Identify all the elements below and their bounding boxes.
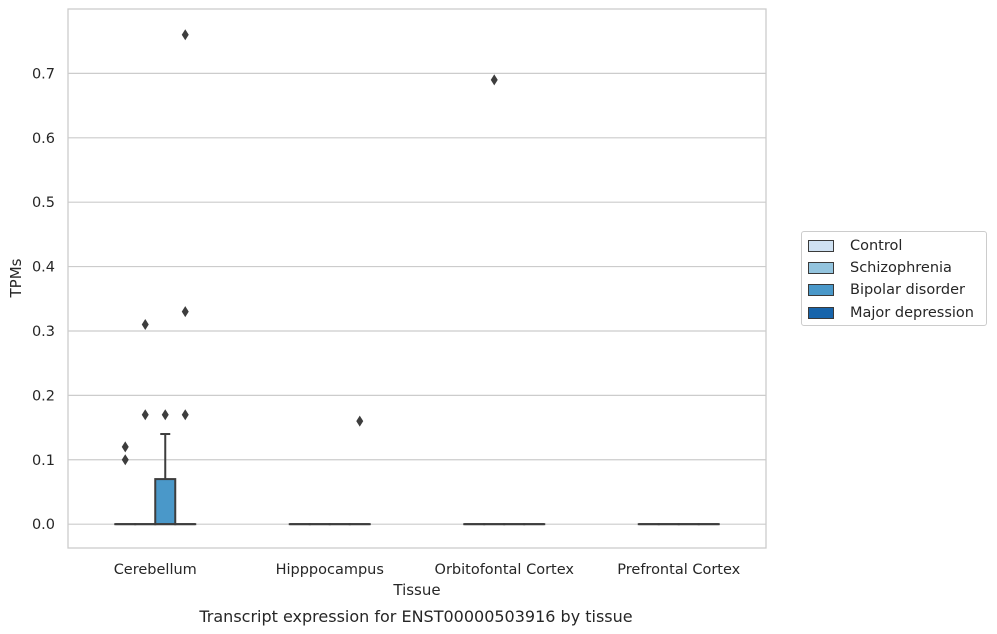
legend-item-bipolar-disorder: Bipolar disorder <box>808 281 965 299</box>
outliers <box>121 29 498 466</box>
x-axis-label: Tissue <box>392 581 440 599</box>
legend-swatch-bipolar-disorder <box>808 284 834 296</box>
legend-label-schizophrenia: Schizophrenia <box>850 260 952 276</box>
x-tick-label: Prefrontal Cortex <box>617 562 740 578</box>
y-tick-label: 0.4 <box>32 260 55 276</box>
outlier-point <box>490 74 498 86</box>
y-tick-label: 0.7 <box>32 66 55 82</box>
outlier-point <box>181 29 189 41</box>
y-tick-label: 0.0 <box>32 517 55 533</box>
legend: Control Schizophrenia Bipolar disorder M… <box>801 231 987 326</box>
outlier-point <box>356 415 364 427</box>
x-tick-label: Cerebellum <box>114 562 197 578</box>
y-tick-label: 0.3 <box>32 324 55 340</box>
chart-caption: Transcript expression for ENST0000050391… <box>199 607 633 626</box>
outlier-point <box>141 409 149 421</box>
y-tick-label: 0.1 <box>32 453 55 469</box>
legend-item-schizophrenia: Schizophrenia <box>808 259 952 277</box>
y-tick-label: 0.2 <box>32 388 55 404</box>
y-axis-label: TPMs <box>7 258 25 298</box>
outlier-point <box>181 306 189 318</box>
boxes <box>114 433 720 526</box>
box-body <box>154 478 177 526</box>
y-tick-labels: 0.0 0.1 0.2 0.3 0.4 0.5 0.6 0.7 <box>32 66 55 533</box>
plot-area-frame <box>67 8 767 549</box>
x-tick-labels: Cerebellum Hipppocampus Orbitofontal Corte… <box>114 562 741 578</box>
legend-swatch-major-depression <box>808 307 834 319</box>
legend-label-bipolar-disorder: Bipolar disorder <box>850 282 965 298</box>
legend-swatch-schizophrenia <box>808 262 834 274</box>
y-tick-label: 0.5 <box>32 195 55 211</box>
legend-label-major-depression: Major depression <box>850 305 974 321</box>
outlier-point <box>141 319 149 331</box>
legend-label-control: Control <box>850 238 903 254</box>
y-tick-label: 0.6 <box>32 131 55 147</box>
gridlines <box>68 72 766 525</box>
legend-swatch-control <box>808 240 834 252</box>
outlier-point <box>121 441 129 453</box>
x-tick-label: Hipppocampus <box>276 562 384 578</box>
outlier-point <box>161 409 169 421</box>
outlier-point <box>121 454 129 466</box>
outlier-point <box>181 409 189 421</box>
legend-item-major-depression: Major depression <box>808 304 974 322</box>
legend-item-control: Control <box>808 237 902 255</box>
x-tick-label: Orbitofontal Cortex <box>435 562 575 578</box>
